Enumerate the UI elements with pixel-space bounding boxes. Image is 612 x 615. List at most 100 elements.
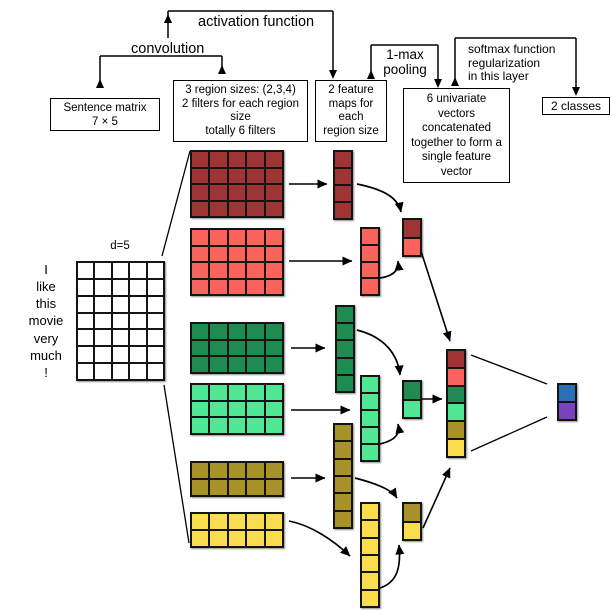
sentence-word: movie <box>28 313 64 329</box>
filter-darkred-cell <box>192 201 209 216</box>
filter-red-cell <box>192 279 209 294</box>
filter-springgreen-cell <box>228 401 246 417</box>
fmap-yellow <box>360 502 380 608</box>
fmap-red-cell <box>362 229 378 244</box>
sentence-matrix-cell <box>147 313 163 329</box>
filter-darkgreen-cell <box>192 357 209 372</box>
label-convolution: convolution <box>131 41 205 57</box>
sentence-matrix-cell <box>112 263 129 278</box>
concat-to-output-lines <box>470 354 548 452</box>
filter-olive-cell <box>192 463 209 478</box>
sentence-matrix-cell <box>130 347 146 363</box>
filter-darkred-cell <box>192 152 209 167</box>
concat-vector-cell <box>448 351 464 367</box>
filter-springgreen-cell <box>265 401 282 417</box>
sentence-matrix-cell <box>95 279 111 295</box>
filter-red-cell <box>265 246 282 261</box>
filter-red-cell <box>192 263 209 278</box>
pool-to-concat-arrows <box>419 247 452 529</box>
filter-springgreen-cell <box>228 418 246 433</box>
sentence-matrix-cell <box>95 347 111 363</box>
sentence-matrix-cell <box>147 279 163 295</box>
sentence-word: ! <box>44 364 48 380</box>
sentence-matrix-cell <box>78 364 94 379</box>
filter-darkred-cell <box>265 168 282 183</box>
sentence-matrix-cell <box>130 364 146 379</box>
filter-darkred-cell <box>192 185 209 200</box>
fmap-darkgreen-cell <box>337 358 353 374</box>
fmap-yellow-cell <box>362 504 378 520</box>
sentence-word: this <box>35 296 57 312</box>
filter-springgreen-cell <box>192 385 209 400</box>
fmap-darkred <box>333 150 353 220</box>
filter-to-featuremap-arrows <box>288 179 353 557</box>
filter-yellow-cell <box>265 514 282 529</box>
filter-yellow-cell <box>192 531 209 546</box>
filter-darkred-cell <box>210 168 227 183</box>
filter-darkgreen-cell <box>247 324 264 339</box>
sentence-matrix-cell <box>78 330 94 346</box>
fmap-olive-cell <box>335 476 351 493</box>
fmap-darkgreen-cell <box>337 375 353 391</box>
fmap-darkgreen-cell <box>337 324 353 340</box>
concat-vector-cell <box>448 386 464 403</box>
filter-springgreen-cell <box>210 385 227 400</box>
fmap-red-cell <box>362 262 378 278</box>
concat-vector-cell <box>448 368 464 385</box>
sentence-matrix <box>76 261 165 381</box>
filter-springgreen-cell <box>192 418 209 433</box>
filter-darkred-cell <box>210 201 227 216</box>
filter-springgreen-cell <box>265 385 282 400</box>
filter-springgreen-cell <box>247 385 264 400</box>
filter-darkred-cell <box>265 152 282 167</box>
box-univariate-vectors: 6 univariate vectors concatenated togeth… <box>403 88 510 183</box>
fmap-springgreen <box>360 375 380 462</box>
filter-darkgreen-cell <box>210 357 227 372</box>
filter-darkred-cell <box>210 185 227 200</box>
filter-red-cell <box>247 246 264 261</box>
fmap-darkgreen-cell <box>337 307 353 323</box>
filter-darkred-cell <box>228 152 246 167</box>
sentence-word: I <box>44 262 48 278</box>
fmap-olive <box>333 423 353 529</box>
pool-red-cell <box>404 220 420 237</box>
filter-olive-cell <box>247 463 264 478</box>
pool-green <box>402 380 422 419</box>
bracket-activation-function <box>164 10 337 79</box>
label-embedding-dimension: d=5 <box>110 240 130 252</box>
filter-olive-cell <box>210 463 227 478</box>
box-region-sizes: 3 region sizes: (2,3,4) 2 filters for ea… <box>173 80 308 142</box>
filter-springgreen-cell <box>192 401 209 417</box>
filter-red-cell <box>247 279 264 294</box>
filter-darkred-cell <box>228 168 246 183</box>
fmap-yellow-cell <box>362 573 378 589</box>
fmap-red-cell <box>362 245 378 261</box>
pool-yellow-cell <box>404 504 420 521</box>
fmap-springgreen-cell <box>362 394 378 409</box>
filter-darkred-cell <box>265 201 282 216</box>
output-classes <box>557 383 577 421</box>
concat-vector <box>446 349 466 458</box>
fmap-red <box>360 227 380 296</box>
output-classes-cell <box>559 385 575 401</box>
pool-red-cell <box>404 238 420 255</box>
sentence-word: very <box>33 330 59 346</box>
sentence-matrix-cell <box>130 330 146 346</box>
filter-olive <box>190 461 284 497</box>
bracket-1max-pooling <box>367 44 442 88</box>
sentence-matrix-cell <box>112 296 129 312</box>
fmap-olive-cell <box>335 442 351 458</box>
fmap-darkred-cell <box>335 203 351 218</box>
concat-vector-cell <box>448 440 464 456</box>
filter-red-cell <box>247 230 264 245</box>
featuremap-to-pool-arrows <box>354 183 405 589</box>
convolution-region-lines <box>161 150 191 544</box>
filter-red-cell <box>228 230 246 245</box>
sentence-matrix-cell <box>95 330 111 346</box>
filter-red-cell <box>210 279 227 294</box>
filter-darkgreen-cell <box>265 357 282 372</box>
filter-red-cell <box>265 279 282 294</box>
bracket-convolution <box>96 55 226 88</box>
